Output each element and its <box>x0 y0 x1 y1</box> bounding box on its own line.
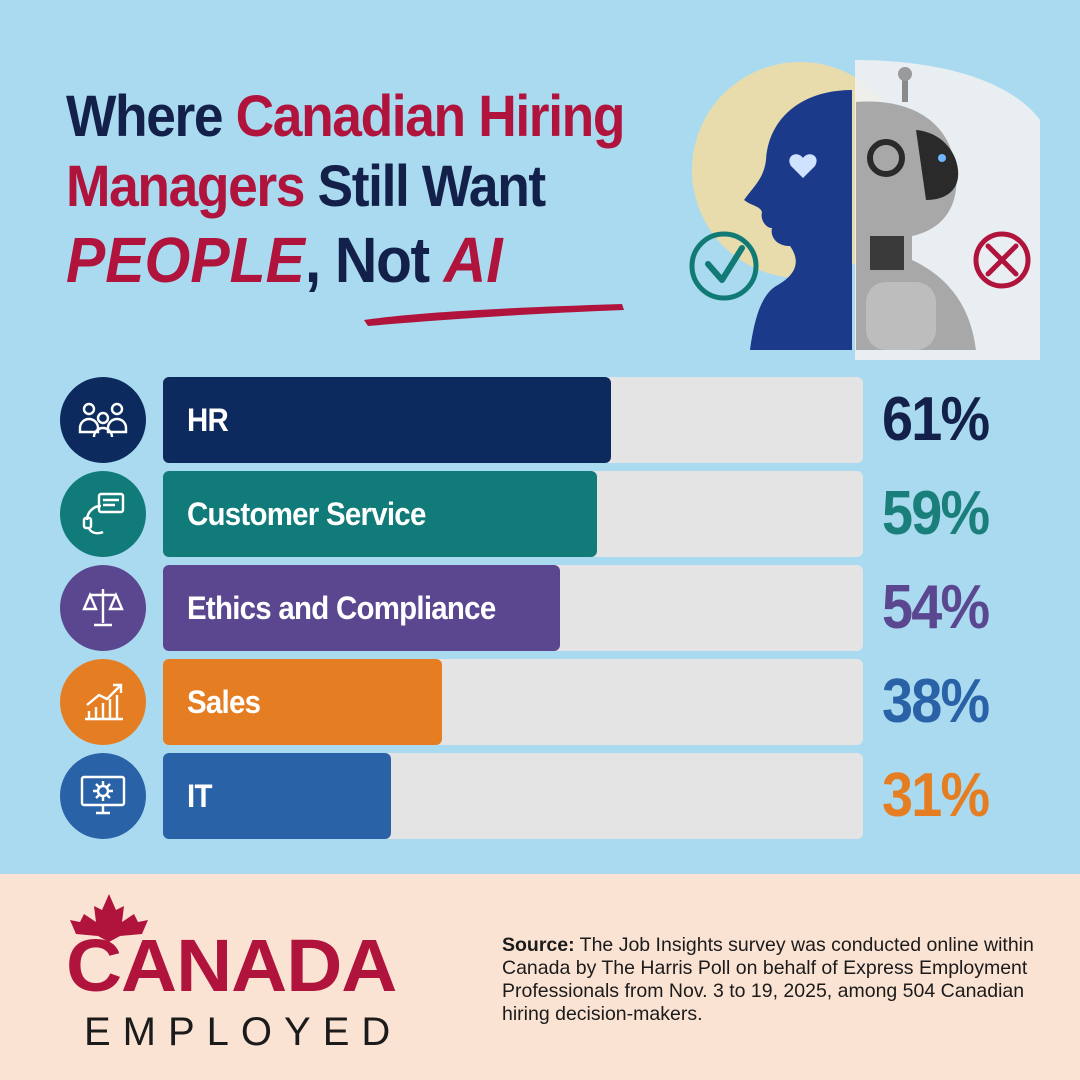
value-label: 54% <box>882 573 990 642</box>
bar <box>163 753 391 839</box>
title-line-3: PEOPLE, Not AI <box>66 228 503 292</box>
growth-chart-icon <box>60 659 146 745</box>
category-label: Sales <box>187 684 261 720</box>
maple-leaf-icon <box>70 894 148 942</box>
value-label: 61% <box>882 385 990 454</box>
people-group-icon <box>60 377 146 463</box>
x-circle-icon <box>973 231 1031 289</box>
value-label: 59% <box>882 479 990 548</box>
category-label: Customer Service <box>187 496 426 532</box>
chart-row: Ethics and Compliance 54% <box>0 565 1080 651</box>
bar <box>163 471 597 557</box>
logo-wordmark-canada: CANADA <box>66 924 397 1007</box>
bar <box>163 377 611 463</box>
heart-icon <box>789 154 817 178</box>
value-label: 31% <box>882 761 990 830</box>
title-emphasis-ai: AI <box>443 224 503 296</box>
title-line-2: Managers Still Want <box>66 158 546 216</box>
logo-wordmark-employed: EMPLOYED <box>84 1010 403 1054</box>
category-label: HR <box>187 402 229 438</box>
source-label: Source: <box>502 934 575 956</box>
title-text: Where <box>66 84 236 149</box>
chart-row: Customer Service 59% <box>0 471 1080 557</box>
source-note: Source: The Job Insights survey was cond… <box>502 934 1062 1026</box>
monitor-gear-icon <box>60 753 146 839</box>
headset-chat-icon <box>60 471 146 557</box>
bar <box>163 565 560 651</box>
chart-row: Sales 38% <box>0 659 1080 745</box>
brush-underline-decoration <box>364 304 624 326</box>
title-text-not: Not <box>334 224 444 296</box>
category-label: Ethics and Compliance <box>187 590 496 626</box>
chart-row: HR 61% <box>0 377 1080 463</box>
source-text: The Job Insights survey was conducted on… <box>502 934 1034 1025</box>
title-comma: , <box>304 224 335 296</box>
scales-icon <box>60 565 146 651</box>
category-label: IT <box>187 778 212 814</box>
footer: CANADA EMPLOYED Source: The Job Insights… <box>0 874 1080 1080</box>
value-label: 38% <box>882 667 990 736</box>
checkmark-circle-icon <box>689 231 759 301</box>
title-highlight: Canadian Hiring <box>235 84 626 149</box>
title-highlight: Managers <box>66 154 305 219</box>
title-text: Still Want <box>304 154 547 219</box>
chart-row: IT 31% <box>0 753 1080 839</box>
infographic-panel: Where Canadian Hiring Managers Still Wan… <box>0 60 1080 839</box>
person-vs-robot-illustration <box>689 60 1040 360</box>
title-emphasis-people: PEOPLE <box>66 224 305 296</box>
title-line-1: Where Canadian Hiring <box>66 88 625 146</box>
bar <box>163 659 442 745</box>
